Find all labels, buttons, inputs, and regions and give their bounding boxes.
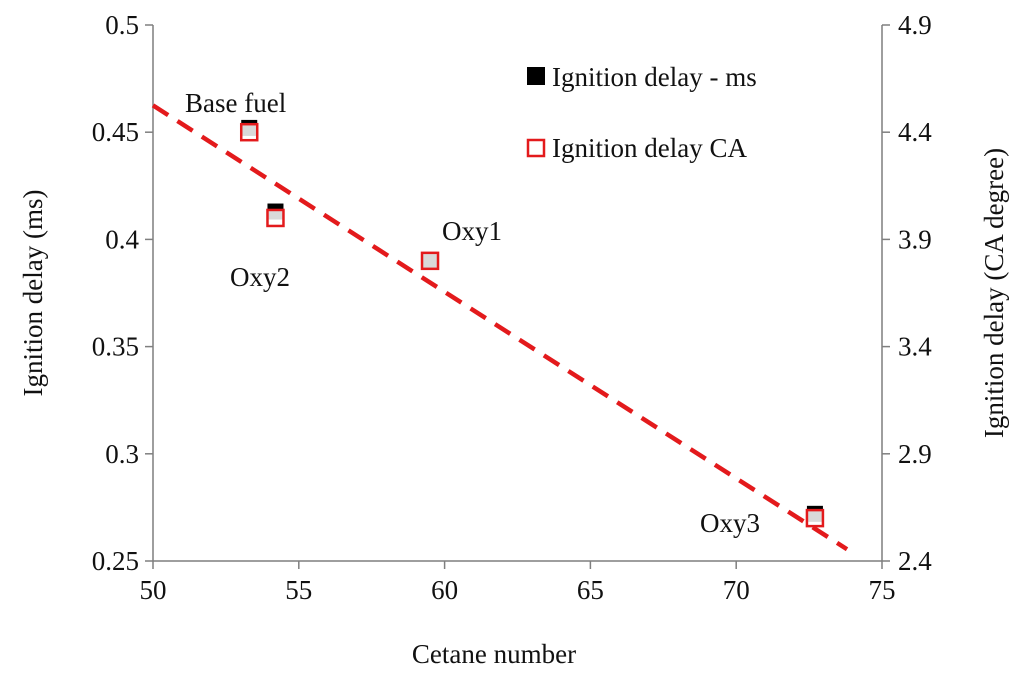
x-tick-label: 60 — [431, 575, 458, 605]
x-axis-title: Cetane number — [412, 639, 576, 669]
y2-tick-label: 4.9 — [898, 10, 932, 40]
point-labels-group: Base fuel Oxy2 Oxy1 Oxy3 — [185, 88, 760, 538]
x-tick-label: 50 — [140, 575, 167, 605]
legend-label-ms: Ignition delay - ms — [552, 62, 757, 92]
y2-tick-label: 2.9 — [898, 439, 932, 469]
trendline — [151, 103, 849, 552]
data-points-group — [239, 119, 825, 528]
plot-frame: 50 55 60 65 70 75 0.25 0.3 0.35 0.4 0.45 0.5 2.4 2.9 3… — [92, 10, 933, 605]
legend-marker-ca — [526, 138, 546, 158]
y-tick-label: 0.45 — [92, 117, 139, 147]
y2-tick-label: 4.4 — [898, 117, 932, 147]
legend-marker-ms — [527, 67, 545, 85]
point-ca-oxy2 — [266, 208, 285, 228]
legend-label-ca: Ignition delay CA — [552, 133, 747, 163]
y-axis-title: Ignition delay (ms) — [18, 190, 48, 397]
y-tick-label: 0.35 — [92, 332, 139, 362]
x-tick-label: 65 — [577, 575, 604, 605]
trendline-group — [151, 103, 849, 552]
y2-tick-label: 2.4 — [898, 546, 932, 576]
point-ca-oxy1 — [420, 251, 440, 271]
point-label-oxy1: Oxy1 — [442, 216, 502, 246]
legend: Ignition delay - ms Ignition delay CA — [526, 62, 757, 163]
x-tick-label: 55 — [285, 575, 312, 605]
y2-axis-title: Ignition delay (CA degree) — [979, 148, 1009, 438]
x-tick-label: 70 — [723, 575, 750, 605]
point-label-oxy2: Oxy2 — [230, 262, 290, 292]
point-ca-oxy3 — [805, 508, 825, 528]
y2-tick-label: 3.9 — [898, 224, 932, 254]
x-tick-label: 75 — [869, 575, 896, 605]
point-label-base-fuel: Base fuel — [185, 88, 286, 118]
axis-titles: Cetane number Ignition delay (ms) Igniti… — [18, 148, 1009, 669]
point-label-oxy3: Oxy3 — [700, 508, 760, 538]
y-tick-label: 0.5 — [105, 10, 139, 40]
y2-tick-label: 3.4 — [898, 332, 932, 362]
point-ca-base-fuel — [239, 122, 259, 142]
y-tick-label: 0.3 — [105, 439, 139, 469]
y-tick-label: 0.25 — [92, 546, 139, 576]
y-tick-label: 0.4 — [105, 224, 139, 254]
